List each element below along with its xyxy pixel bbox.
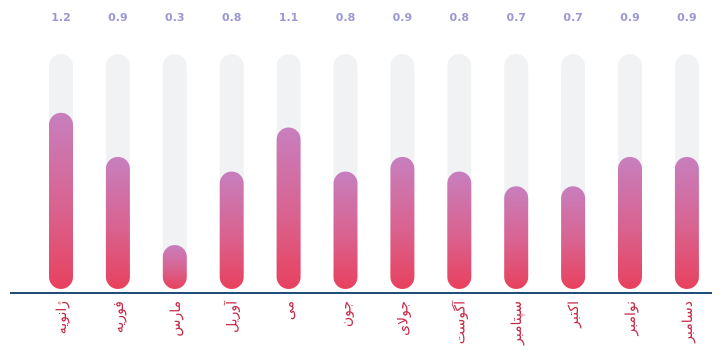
- value-label: 0.8: [336, 11, 356, 24]
- category-label: سپتامبر: [509, 301, 525, 346]
- bar-tracks: [49, 54, 699, 289]
- value-label: 0.9: [677, 11, 697, 24]
- value-label: 0.9: [393, 11, 413, 24]
- bars: [49, 112, 699, 289]
- bar: [276, 127, 301, 289]
- value-label: 0.7: [506, 11, 526, 24]
- category-label: می: [282, 301, 298, 320]
- bar: [618, 156, 642, 289]
- value-label: 1.2: [51, 11, 71, 24]
- category-label: اکتبر: [566, 301, 582, 329]
- value-label: 0.8: [222, 11, 242, 24]
- category-label: جولای: [395, 301, 411, 336]
- bar-track: [162, 54, 187, 289]
- value-label: 1.1: [279, 11, 299, 24]
- bar: [219, 171, 244, 289]
- bar: [447, 171, 472, 289]
- bar: [162, 244, 187, 289]
- value-label: 0.8: [450, 11, 470, 24]
- category-labels: ژانویه فوریه مارس آوریل می جون جولای آگوست سپتام…: [54, 300, 696, 346]
- category-label: جون: [339, 301, 355, 327]
- category-label: آوریل: [224, 300, 241, 333]
- value-label: 0.9: [620, 11, 640, 24]
- bar: [561, 186, 586, 289]
- bar: [49, 112, 73, 289]
- category-label: نوامبر: [623, 301, 639, 336]
- bar: [504, 186, 529, 289]
- value-label: 0.3: [165, 11, 185, 24]
- value-label: 0.7: [563, 11, 583, 24]
- category-label: آگوست: [451, 300, 468, 344]
- category-label: ژانویه: [54, 301, 70, 334]
- category-label: مارس: [168, 301, 184, 337]
- bar: [333, 171, 358, 289]
- category-label: فوریه: [111, 301, 127, 333]
- bar: [390, 156, 415, 289]
- bar: [105, 156, 130, 289]
- value-label: 0.9: [108, 11, 128, 24]
- bar: [674, 156, 699, 289]
- category-label: دسامبر: [680, 301, 696, 344]
- value-labels: 1.2 0.9 0.3 0.8 1.1 0.8 0.9 0.8 0.7 0.7 0.9 0.9: [51, 11, 696, 24]
